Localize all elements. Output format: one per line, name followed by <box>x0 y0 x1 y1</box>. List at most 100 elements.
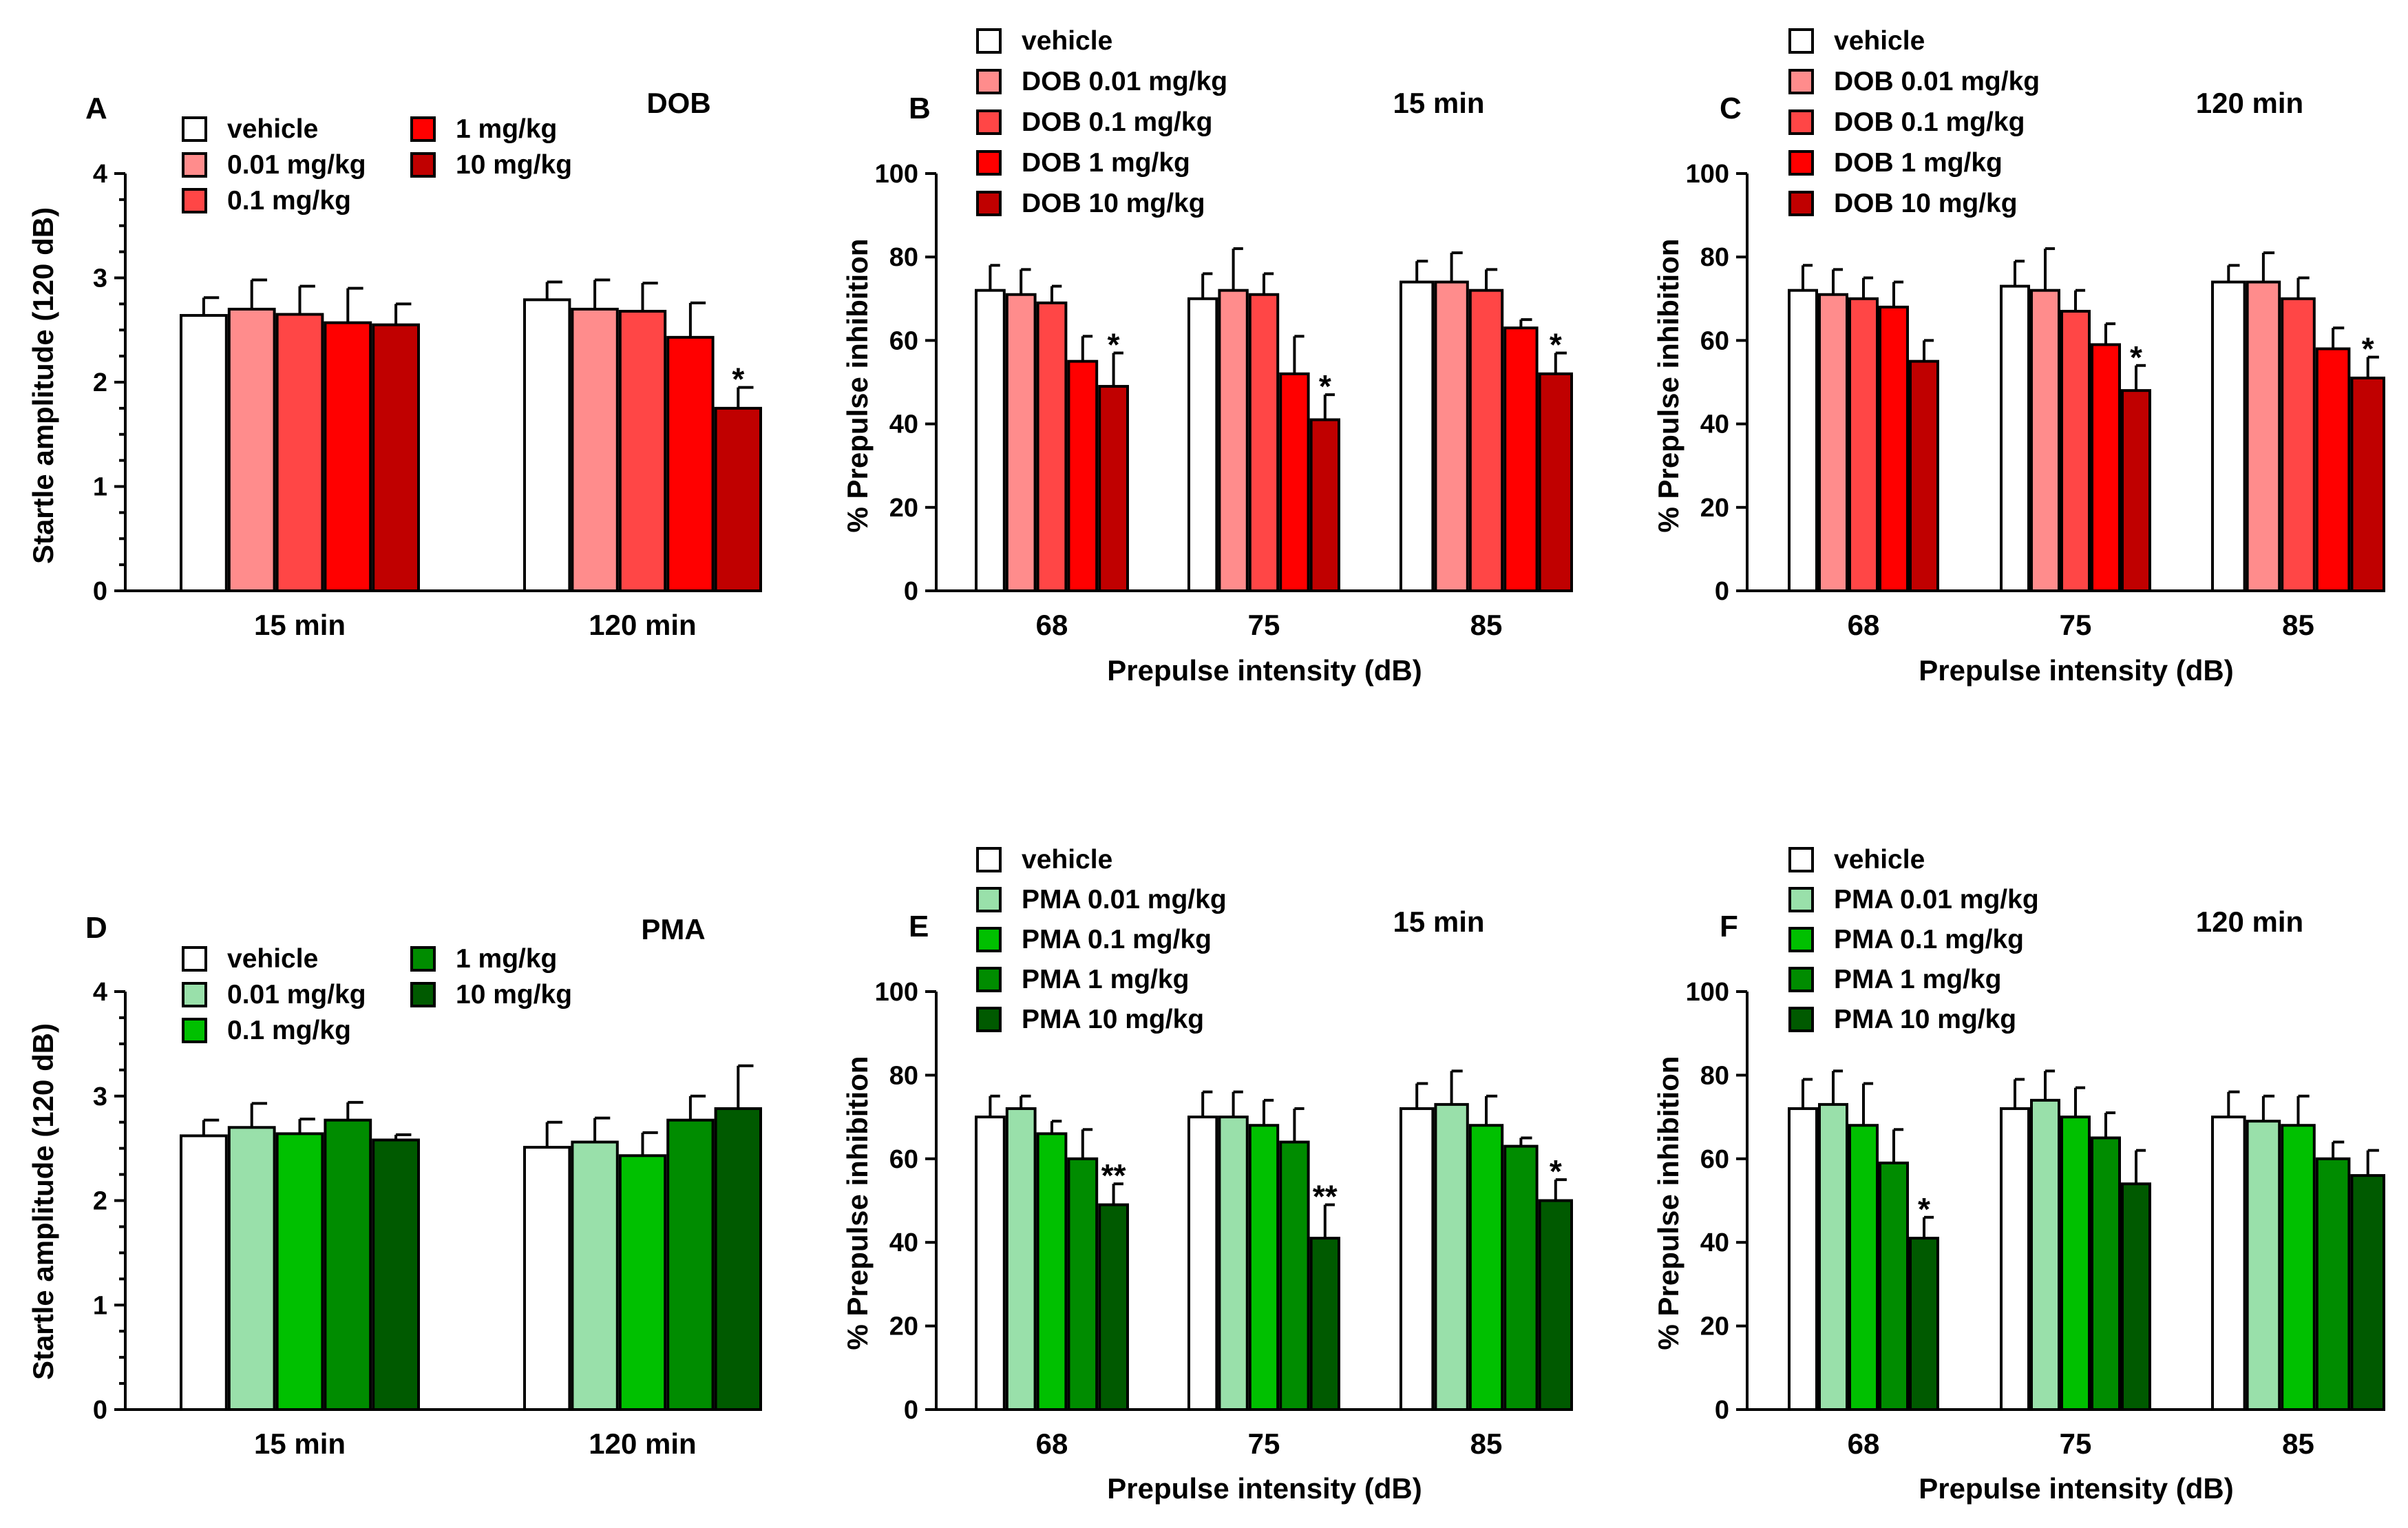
y-tick-label: 60 <box>1700 1145 1729 1174</box>
legend-label: DOB 1 mg/kg <box>1834 148 2003 178</box>
legend: vehicle DOB 0.01 mg/kg DOB 0.1 mg/kg DOB 1 … <box>1788 26 2040 218</box>
bar-A-0-3 <box>324 321 372 592</box>
y-tick-label: 3 <box>93 1082 107 1111</box>
legend-swatch <box>410 946 436 972</box>
legend-swatch <box>1788 109 1814 135</box>
legend-label: DOB 1 mg/kg <box>1022 148 1190 178</box>
y-tick-label: 40 <box>889 410 918 439</box>
panel-label: D <box>85 911 107 945</box>
x-axis-label: Prepulse intensity (dB) <box>1919 654 2233 687</box>
bar-C-1-1 <box>2030 289 2060 592</box>
bar-A-1-4 <box>714 406 762 592</box>
bar-F-0-3 <box>1879 1161 1909 1411</box>
bar-C-0-4 <box>1909 359 1939 592</box>
legend: vehicle PMA 0.01 mg/kg PMA 0.1 mg/kg PMA 1 … <box>976 845 1227 1034</box>
y-axis-label: Startle amplitude (120 dB) <box>27 207 59 564</box>
legend-label: vehicle <box>1834 845 1925 875</box>
legend-swatch <box>1788 967 1814 992</box>
legend-label: PMA 10 mg/kg <box>1834 1005 2016 1034</box>
panel-label: C <box>1720 92 1742 125</box>
y-axis-label: Startle amplitude (120 dB) <box>27 1023 59 1380</box>
y-tick-label: 80 <box>1700 1061 1729 1090</box>
y-tick-label: 80 <box>889 243 918 272</box>
legend-label: 10 mg/kg <box>456 980 572 1009</box>
legend-label: DOB 0.01 mg/kg <box>1022 67 1227 96</box>
bar-B-0-1 <box>1005 293 1037 592</box>
x-category-label: 120 min <box>589 1427 696 1460</box>
legend-swatch <box>976 1007 1002 1032</box>
legend-label: DOB 0.01 mg/kg <box>1834 67 2040 96</box>
bar-D-0-0 <box>180 1134 228 1412</box>
bar-B-2-3 <box>1503 326 1539 592</box>
y-tick-label: 20 <box>1700 494 1729 523</box>
bar-E-1-1 <box>1218 1116 1249 1411</box>
bar-D-1-2 <box>618 1154 667 1412</box>
legend-swatch <box>182 116 207 142</box>
legend-swatch <box>976 150 1002 176</box>
x-category-label: 75 <box>2060 609 2092 641</box>
y-tick-label: 20 <box>1700 1312 1729 1341</box>
x-axis-label: Prepulse intensity (dB) <box>1919 1472 2233 1505</box>
bar-A-1-0 <box>523 298 571 592</box>
legend-swatch <box>976 887 1002 912</box>
legend-label: PMA 0.1 mg/kg <box>1834 925 2024 954</box>
bar-C-2-2 <box>2281 297 2316 592</box>
legend-swatch <box>1788 1007 1814 1032</box>
legend: vehicle PMA 0.01 mg/kg PMA 0.1 mg/kg PMA 1 … <box>1788 845 2039 1034</box>
legend-swatch <box>410 982 436 1007</box>
y-tick-label: 100 <box>875 978 918 1007</box>
bar-E-0-3 <box>1067 1157 1099 1412</box>
bar-B-2-2 <box>1468 289 1504 592</box>
legend-label: 0.1 mg/kg <box>227 186 351 216</box>
legend-label: 0.1 mg/kg <box>227 1016 351 1045</box>
legend: vehicle 0.01 mg/kg 0.1 mg/kg 1 mg/kg 10 mg/k… <box>182 944 572 1045</box>
y-tick-label: 100 <box>1686 160 1729 189</box>
bar-E-0-4 <box>1098 1203 1129 1411</box>
bar-A-0-1 <box>227 307 276 592</box>
x-category-label: 75 <box>1248 1427 1280 1460</box>
bar-D-0-3 <box>324 1118 372 1411</box>
bar-D-1-1 <box>571 1140 619 1412</box>
bar-C-2-0 <box>2211 280 2246 592</box>
panel-F: 0 20 40 60 80 100 * 68 75 85 % Prepulse inhibition… <box>1652 845 2385 1505</box>
y-tick-label: 0 <box>93 1396 107 1425</box>
x-category-label: 75 <box>2060 1427 2092 1460</box>
significance-marker: * <box>2130 339 2142 375</box>
y-axis-label: % Prepulse inhibition <box>1652 1056 1684 1350</box>
y-tick-label: 0 <box>904 1396 918 1425</box>
bar-D-1-0 <box>523 1146 571 1412</box>
bar-C-1-3 <box>2091 343 2121 592</box>
bar-D-0-1 <box>227 1126 276 1412</box>
bar-E-2-2 <box>1468 1124 1504 1411</box>
panel-title: 120 min <box>2196 906 2303 938</box>
bar-A-0-2 <box>275 313 324 592</box>
x-category-label: 85 <box>1470 1427 1503 1460</box>
bar-F-2-0 <box>2211 1116 2246 1411</box>
bar-B-2-1 <box>1434 280 1469 592</box>
bar-D-0-4 <box>372 1138 421 1411</box>
panel-D: 0 1 2 3 4 15 min 120 min Startle amplitude (120… <box>27 911 762 1460</box>
bar-F-2-4 <box>2350 1174 2385 1411</box>
bar-C-2-3 <box>2315 347 2351 592</box>
significance-marker: * <box>2362 331 2374 367</box>
y-axis-label: % Prepulse inhibition <box>1652 238 1684 532</box>
panel-label: A <box>85 92 107 125</box>
bar-B-2-0 <box>1400 280 1435 592</box>
bar-B-1-4 <box>1309 418 1340 592</box>
significance-marker: * <box>1918 1191 1930 1227</box>
y-tick-label: 1 <box>93 1291 107 1320</box>
bar-E-1-4 <box>1309 1237 1340 1411</box>
legend-label: PMA 0.1 mg/kg <box>1022 925 1212 954</box>
y-tick-label: 100 <box>1686 978 1729 1007</box>
legend-swatch <box>410 116 436 142</box>
bar-C-0-2 <box>1848 297 1879 592</box>
x-category-label: 85 <box>2282 609 2314 641</box>
legend: vehicle DOB 0.01 mg/kg DOB 0.1 mg/kg DOB 1 … <box>976 26 1227 218</box>
y-tick-label: 0 <box>1715 577 1729 606</box>
panel-label: B <box>909 92 931 125</box>
x-category-label: 68 <box>1848 1427 1880 1460</box>
legend-swatch <box>182 152 207 178</box>
legend-label: 1 mg/kg <box>456 944 557 974</box>
bar-C-0-0 <box>1788 289 1818 592</box>
bar-B-1-1 <box>1218 289 1249 592</box>
